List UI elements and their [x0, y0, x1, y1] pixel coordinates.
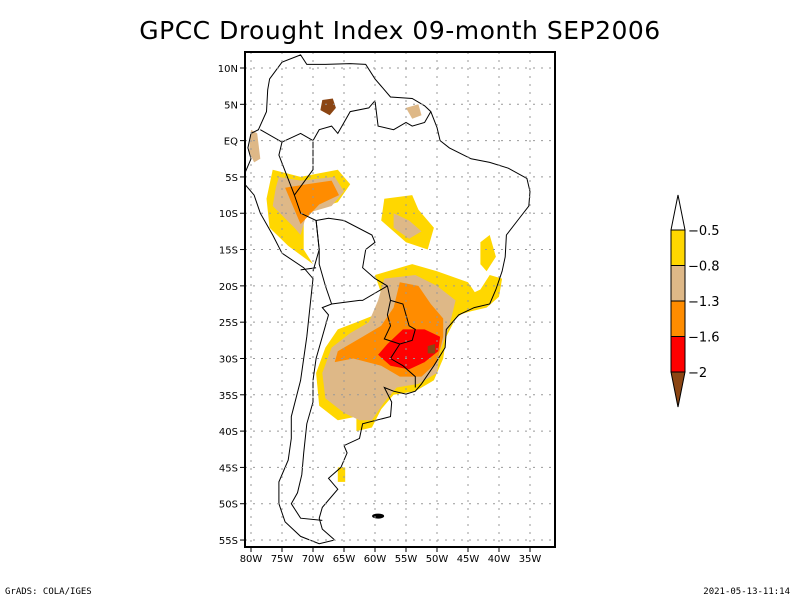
drought-region-east-coast-yellow	[458, 275, 503, 315]
country-border	[386, 285, 416, 388]
south-america-coastline	[244, 54, 531, 545]
colorbar-top-arrow	[670, 194, 686, 231]
colorbar-level-label: −2	[688, 366, 707, 381]
colorbar-bin	[670, 300, 686, 337]
colorbar-bottom-arrow	[670, 371, 686, 408]
x-tick-label: 75W	[271, 554, 294, 565]
y-axis: 10N 5N EQ 5S 10S 15S 20S 25S 30S 35S 40S 45S 50S 55S	[218, 64, 245, 547]
country-border	[281, 132, 314, 143]
x-axis: 80W 75W 70W 65W 60W 55W 50W 45W 40W 35W	[240, 547, 542, 565]
drought-region-patagonia-yellow	[337, 467, 346, 482]
country-border	[316, 217, 388, 287]
x-tick-label: 50W	[426, 554, 449, 565]
country-border	[315, 220, 333, 305]
drought-region-bahia-patch-yellow	[480, 235, 496, 272]
y-tick-label: 5S	[225, 173, 238, 184]
drought-region-northern-peru-orange	[285, 180, 339, 225]
x-tick-label: 70W	[302, 554, 325, 565]
colorbar-level-label: −0.8	[688, 260, 720, 275]
colorbar-bin	[670, 229, 686, 266]
y-tick-label: 30S	[219, 354, 238, 365]
colorbar-bin	[670, 265, 686, 302]
y-tick-label: 10S	[219, 209, 238, 220]
y-tick-label: 20S	[219, 282, 238, 293]
x-tick-label: 35W	[519, 554, 542, 565]
x-tick-label: 45W	[457, 554, 480, 565]
y-tick-label: 15S	[219, 246, 238, 257]
drought-region-southern-venezuela	[320, 98, 336, 116]
colorbar-bin	[670, 336, 686, 373]
colorbar-level-label: −1.6	[688, 331, 720, 346]
plot-frame	[244, 51, 556, 548]
chart-title: GPCC Drought Index 09-month SEP2006	[139, 16, 661, 45]
country-border	[260, 129, 295, 196]
y-tick-label: 45S	[219, 463, 238, 474]
y-tick-label: 10N	[218, 64, 238, 75]
country-border	[300, 267, 317, 271]
footer-credit: GrADS: COLA/IGES	[5, 587, 92, 597]
x-tick-label: 60W	[364, 554, 387, 565]
x-tick-label: 65W	[333, 554, 356, 565]
y-tick-label: 35S	[219, 391, 238, 402]
drought-region-south-brown	[427, 344, 436, 354]
y-tick-label: 55S	[219, 536, 238, 547]
drought-region-mato-grosso-tan	[393, 213, 422, 239]
colorbar-level-label: −0.5	[688, 224, 720, 239]
country-border	[374, 100, 432, 131]
y-tick-label: 40S	[219, 427, 238, 438]
y-tick-label: 50S	[219, 500, 238, 511]
y-tick-label: EQ	[224, 137, 238, 148]
drought-region-ecuador-tan	[249, 129, 261, 163]
x-tick-label: 80W	[240, 554, 263, 565]
drought-region-guyana-tan	[406, 104, 422, 119]
footer-timestamp: 2021-05-13-11:14	[703, 587, 790, 597]
falkland-islands	[372, 513, 385, 519]
x-tick-label: 55W	[395, 554, 418, 565]
drought-region-south-red	[378, 329, 441, 370]
y-tick-label: 5N	[224, 100, 238, 111]
colorbar: −0.5 −0.8 −1.3 −1.6 −2	[670, 194, 720, 408]
y-tick-label: 25S	[219, 318, 238, 329]
x-tick-label: 40W	[488, 554, 511, 565]
country-border	[383, 300, 400, 345]
colorbar-level-label: −1.3	[688, 295, 720, 310]
drought-regions	[249, 98, 503, 482]
